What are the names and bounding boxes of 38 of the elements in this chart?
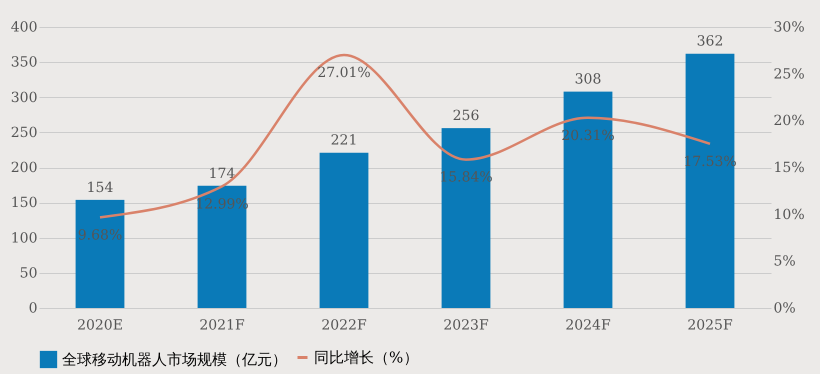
bar <box>564 92 612 308</box>
y-tick-label: 150 <box>10 195 38 212</box>
bar <box>686 54 734 308</box>
y-tick-label: 200 <box>10 160 38 176</box>
data-label: 308 <box>574 72 602 88</box>
bar <box>76 200 124 308</box>
y2-tick-label: 5% <box>774 254 796 270</box>
y-tick-label: 250 <box>10 124 38 141</box>
y2-tick-label: 0% <box>774 300 796 316</box>
x-tick-label: 2021F <box>199 318 245 334</box>
legend-label: 同比增长（%） <box>314 348 418 366</box>
x-tick-label: 2025F <box>687 318 733 334</box>
data-label: 256 <box>452 108 480 124</box>
data-label: 154 <box>86 180 114 196</box>
data-label: 174 <box>208 166 236 182</box>
data-label: 27.01% <box>317 65 371 82</box>
x-tick-label: 2024F <box>565 318 611 334</box>
y2-tick-label: 20% <box>774 113 805 130</box>
bar <box>320 152 368 308</box>
y2-tick-label: 15% <box>774 160 805 176</box>
legend-label: 全球移动机器人市场规模（亿元） <box>62 350 287 368</box>
x-tick-label: 2020E <box>77 318 123 334</box>
y-tick-label: 0 <box>28 300 38 316</box>
x-tick-label: 2022F <box>321 318 367 334</box>
y-tick-label: 300 <box>10 90 38 106</box>
data-label: 221 <box>330 132 358 149</box>
y2-tick-label: 25% <box>774 66 805 82</box>
data-label: 362 <box>696 34 724 50</box>
y2-tick-label: 30% <box>774 20 805 36</box>
bar <box>198 186 246 308</box>
y2-tick-label: 10% <box>774 206 805 223</box>
y-tick-label: 100 <box>10 230 38 246</box>
data-label: 9.68% <box>78 227 122 244</box>
bar <box>442 128 490 308</box>
x-tick-label: 2023F <box>443 318 489 334</box>
y-tick-label: 50 <box>20 265 38 282</box>
y-tick-label: 400 <box>10 20 38 36</box>
y-tick-label: 350 <box>10 54 38 71</box>
